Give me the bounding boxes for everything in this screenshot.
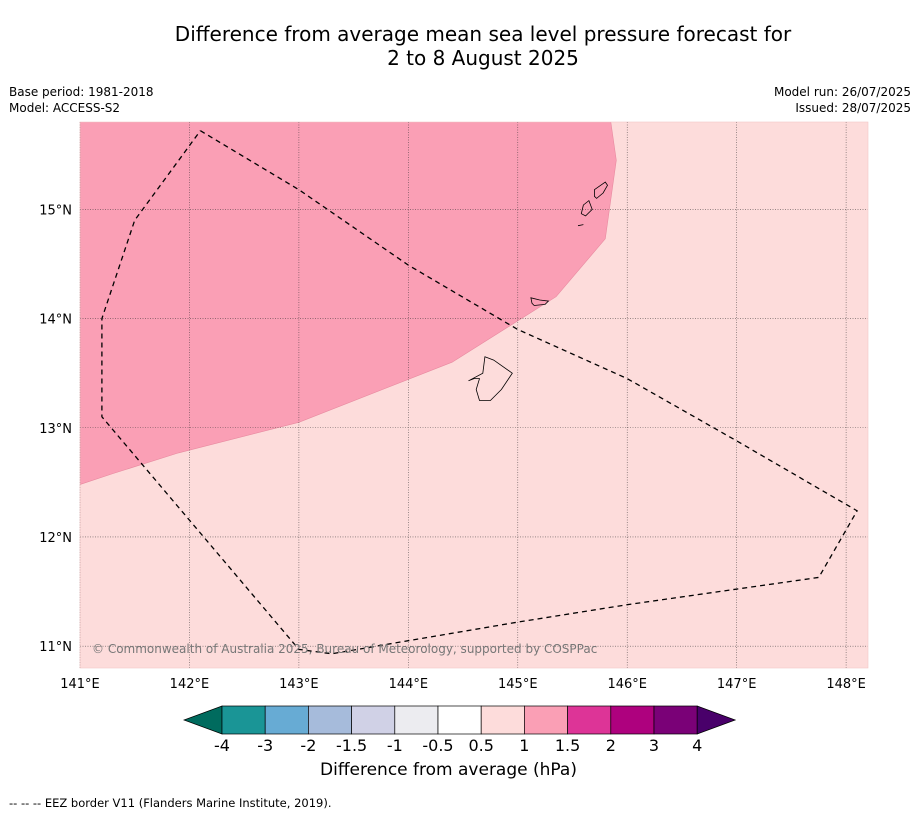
meta-left: Base period: 1981-2018 Model: ACCESS-S2 <box>9 84 154 116</box>
colorbar-swatch <box>394 705 439 735</box>
map-title: Difference from average mean sea level p… <box>0 22 919 70</box>
lon-tick-label: 148°E <box>826 677 866 692</box>
colorbar-swatch <box>437 705 482 735</box>
colorbar-tick-label: -3 <box>257 736 273 755</box>
lon-tick-label: 143°E <box>279 677 319 692</box>
colorbar-tick-label: 1 <box>519 736 529 755</box>
colorbar-title: Difference from average (hPa) <box>320 760 577 780</box>
lat-tick-label: 14°N <box>39 313 72 328</box>
colorbar-swatch <box>308 705 352 735</box>
lat-tick-label: 11°N <box>39 640 72 655</box>
lon-tick-label: 146°E <box>607 677 647 692</box>
colorbar-swatch <box>264 705 309 735</box>
colorbar-swatch <box>567 705 612 735</box>
island-tinian <box>580 199 593 217</box>
model-run: Model run: 26/07/2025 <box>773 85 911 99</box>
colorbar-extend-low <box>182 705 223 735</box>
eez-border-line <box>101 130 858 655</box>
lon-tick-label: 142°E <box>170 677 210 692</box>
island-aguijan <box>577 224 584 227</box>
colorbar-swatch <box>480 705 525 735</box>
lon-tick-label: 145°E <box>498 677 538 692</box>
copyright-text: © Commonwealth of Australia 2025, Bureau… <box>92 642 597 656</box>
colorbar-tick-label: -0.5 <box>422 736 453 755</box>
base-period: Base period: 1981-2018 <box>9 85 154 99</box>
colorbar-swatch <box>653 705 698 735</box>
forecast-map: 141°E 142°E 143°E 144°E 145°E 146°E 147°E 148°E… <box>39 121 869 755</box>
colorbar-tick-label: -4 <box>214 736 230 755</box>
colorbar-extend-high <box>696 705 737 735</box>
colorbar-swatch <box>221 705 266 735</box>
colorbar-tick-label: -1.5 <box>336 736 367 755</box>
colorbar-swatch <box>610 705 655 735</box>
colorbar-tick-label: 0.5 <box>468 736 493 755</box>
colorbar-tick-label: 2 <box>606 736 616 755</box>
lat-tick-label: 15°N <box>39 203 72 218</box>
colorbar-tick-label: 1.5 <box>555 736 580 755</box>
colorbar-tick-label: 3 <box>649 736 659 755</box>
island-guam <box>468 356 513 401</box>
lat-tick-label: 12°N <box>39 531 72 546</box>
model-name: Model: ACCESS-S2 <box>9 101 121 115</box>
eez-legend-note: -- -- -- EEZ border V11 (Flanders Marine… <box>9 796 332 810</box>
colorbar-tick-label: -2 <box>300 736 316 755</box>
title-line-2: 2 to 8 August 2025 <box>387 46 579 70</box>
colorbar-swatch <box>524 705 568 735</box>
title-line-1: Difference from average mean sea level p… <box>174 22 792 46</box>
colorbar-tick-label: 4 <box>692 736 702 755</box>
issued-date: Issued: 28/07/2025 <box>795 101 911 115</box>
lon-tick-label: 141°E <box>60 677 100 692</box>
map-frame <box>79 121 869 669</box>
lon-tick-label: 147°E <box>717 677 757 692</box>
anomaly-region-1-to-1.5 <box>80 122 617 485</box>
lon-tick-label: 144°E <box>389 677 429 692</box>
island-saipan <box>594 181 608 199</box>
colorbar-swatch <box>351 705 396 735</box>
meta-right: Model run: 26/07/2025 Issued: 28/07/2025 <box>774 84 911 116</box>
island-rota <box>530 297 550 306</box>
lat-tick-label: 13°N <box>39 422 72 437</box>
colorbar-tick-label: -1 <box>387 736 403 755</box>
